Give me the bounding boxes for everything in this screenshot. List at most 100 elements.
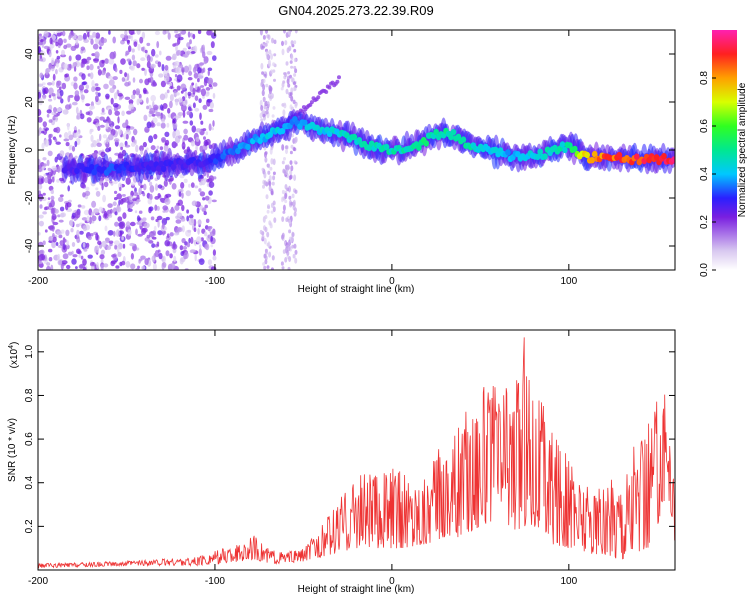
noise-speckle xyxy=(74,45,78,49)
noise-speckle xyxy=(43,90,47,94)
noise-speckle xyxy=(80,255,84,260)
noise-speckle xyxy=(59,150,65,157)
colorbar-tick-label: 0.8 xyxy=(699,71,710,85)
noise-speckle xyxy=(128,45,132,53)
noise-speckle xyxy=(50,189,54,195)
noise-speckle xyxy=(114,197,118,201)
noise-speckle xyxy=(76,248,81,254)
noise-speckle xyxy=(91,80,95,88)
noise-speckle xyxy=(113,138,120,143)
noise-speckle xyxy=(67,95,71,103)
noise-speckle xyxy=(290,165,294,172)
noise-speckle xyxy=(287,245,291,252)
noise-speckle xyxy=(154,54,159,58)
noise-speckle xyxy=(172,122,178,129)
noise-speckle xyxy=(150,64,155,69)
noise-speckle xyxy=(50,264,54,270)
noise-speckle xyxy=(162,255,166,263)
noise-speckle xyxy=(161,137,166,143)
noise-speckle xyxy=(121,200,125,204)
noise-speckle xyxy=(175,219,182,224)
noise-speckle xyxy=(58,234,63,239)
noise-speckle xyxy=(199,181,203,186)
noise-speckle xyxy=(115,265,120,269)
noise-speckle xyxy=(56,107,61,113)
snr-exponent-close: ) xyxy=(9,342,20,345)
noise-speckle xyxy=(119,69,123,74)
noise-speckle xyxy=(47,82,53,86)
noise-speckle xyxy=(286,75,290,82)
noise-speckle xyxy=(273,53,277,57)
noise-speckle xyxy=(95,190,101,197)
noise-speckle xyxy=(175,129,180,137)
noise-speckle xyxy=(70,228,74,233)
noise-speckle xyxy=(165,55,172,61)
noise-speckle xyxy=(263,253,267,259)
noise-speckle xyxy=(108,109,113,116)
noise-speckle xyxy=(46,262,51,266)
noise-speckle xyxy=(114,190,118,194)
noise-speckle xyxy=(267,93,271,99)
noise-speckle xyxy=(263,237,267,245)
noise-speckle xyxy=(260,105,264,111)
noise-speckle xyxy=(132,60,137,67)
noise-speckle xyxy=(190,140,195,147)
noise-speckle xyxy=(68,134,74,141)
noise-speckle xyxy=(192,66,197,73)
noise-speckle xyxy=(107,203,113,209)
ridge-point xyxy=(584,151,590,159)
noise-speckle xyxy=(208,108,214,113)
noise-speckle xyxy=(118,128,122,136)
noise-speckle xyxy=(89,105,96,110)
noise-speckle xyxy=(171,141,177,149)
noise-speckle xyxy=(201,45,204,53)
noise-speckle xyxy=(181,192,184,199)
noise-speckle xyxy=(47,167,52,171)
ridge-point xyxy=(433,128,439,136)
noise-speckle xyxy=(182,246,188,250)
noise-speckle xyxy=(58,196,64,203)
noise-speckle xyxy=(90,38,94,45)
noise-speckle xyxy=(90,233,94,237)
noise-speckle xyxy=(114,244,118,250)
snr-panel: -200 -100 0 100 0.2 0.4 0.6 0.8 1.0 Height of st… xyxy=(7,329,676,595)
noise-speckle xyxy=(120,58,126,65)
ridge-point xyxy=(671,156,675,163)
noise-speckle xyxy=(93,208,100,214)
noise-speckle xyxy=(146,61,151,69)
noise-speckle xyxy=(86,215,90,223)
noise-speckle xyxy=(210,235,213,242)
noise-speckle xyxy=(75,223,80,228)
noise-speckle xyxy=(141,265,146,270)
noise-speckle xyxy=(262,96,266,103)
noise-speckle xyxy=(260,43,264,50)
noise-speckle xyxy=(57,166,61,174)
noise-speckle xyxy=(135,144,139,153)
noise-speckle xyxy=(76,235,80,244)
noise-speckle xyxy=(108,79,115,86)
noise-speckle xyxy=(52,73,56,81)
noise-speckle xyxy=(130,109,135,114)
noise-speckle xyxy=(123,132,127,140)
noise-speckle xyxy=(92,31,97,38)
noise-speckle xyxy=(103,83,109,90)
x-tick-label: 0 xyxy=(389,576,395,587)
noise-speckle xyxy=(65,108,69,115)
noise-speckle xyxy=(135,88,141,96)
noise-speckle xyxy=(89,63,94,71)
noise-speckle xyxy=(71,101,78,106)
noise-speckle xyxy=(63,132,69,139)
noise-speckle xyxy=(95,32,101,39)
noise-speckle xyxy=(142,192,146,197)
noise-speckle xyxy=(293,65,297,70)
noise-speckle xyxy=(87,254,93,259)
noise-speckle xyxy=(200,237,204,242)
noise-speckle xyxy=(42,240,46,246)
noise-speckle xyxy=(130,252,134,260)
noise-speckle xyxy=(208,190,213,196)
noise-speckle xyxy=(199,62,204,66)
noise-speckle xyxy=(50,208,55,215)
noise-speckle xyxy=(178,191,182,198)
